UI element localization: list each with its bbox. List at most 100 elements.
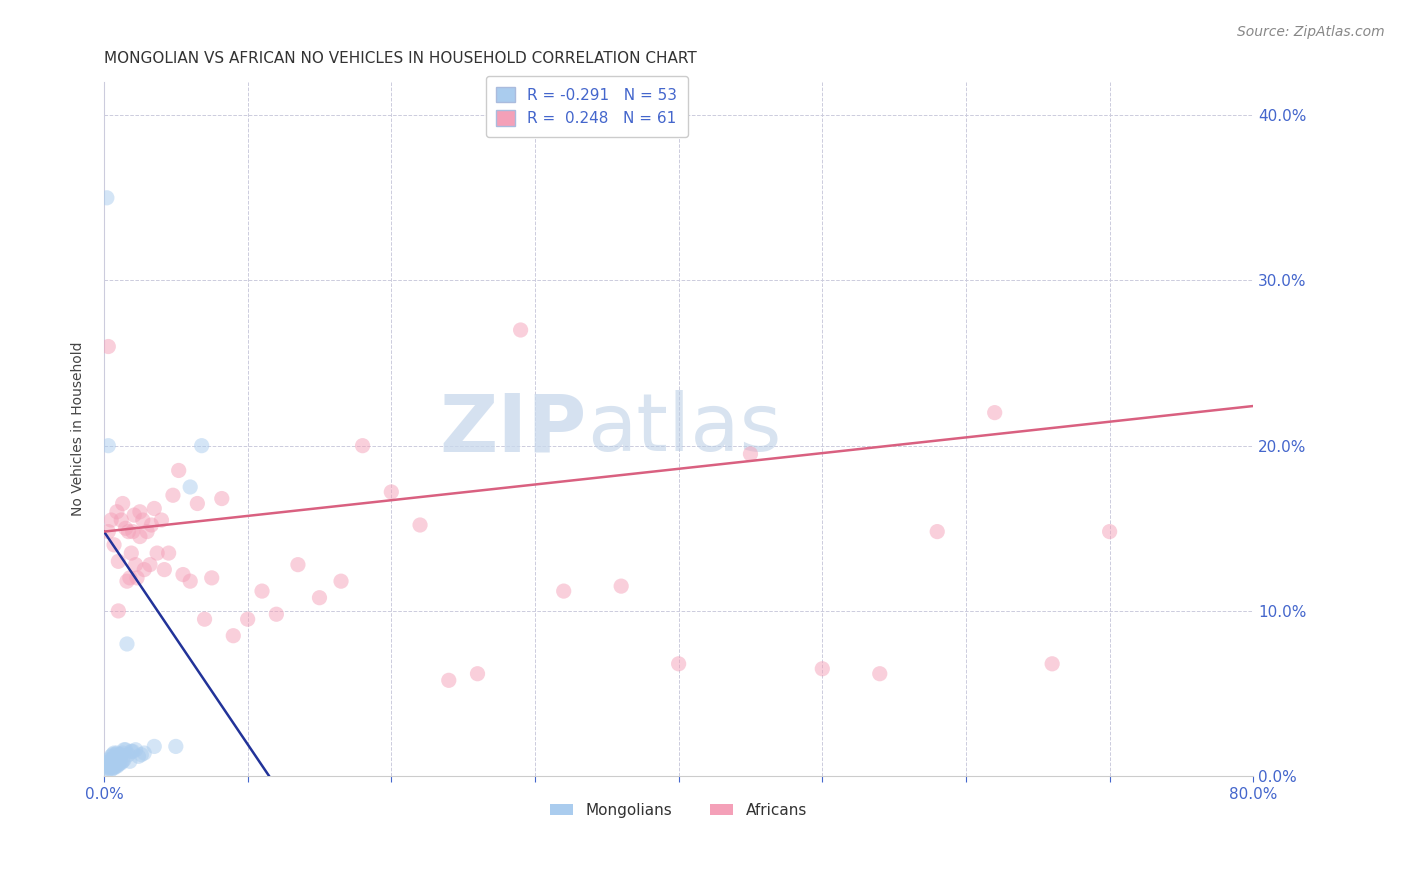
Point (97, 763, 120, 777)
Point (105, 746, 128, 760)
Point (179, 480, 201, 494)
Point (110, 747, 132, 762)
Text: Source: ZipAtlas.com: Source: ZipAtlas.com (1237, 25, 1385, 39)
Point (127, 749, 149, 764)
Point (167, 463, 190, 477)
Point (1040, 657, 1063, 671)
Point (105, 505, 128, 519)
Point (437, 673, 460, 688)
Point (266, 607, 288, 622)
Point (553, 584, 575, 599)
Y-axis label: No Vehicles in Household: No Vehicles in Household (72, 342, 86, 516)
Point (100, 757, 122, 772)
Text: ZIP: ZIP (440, 390, 586, 468)
Point (250, 584, 273, 599)
Point (111, 496, 134, 510)
Point (114, 743, 136, 757)
Point (107, 554, 129, 568)
Point (96, 756, 118, 770)
Point (111, 746, 134, 760)
Point (287, 558, 309, 572)
Point (115, 574, 138, 589)
Point (96, 191, 118, 205)
Point (141, 518, 163, 533)
Point (330, 574, 353, 589)
Point (104, 754, 127, 768)
Point (117, 524, 139, 539)
Point (811, 662, 834, 676)
Point (190, 439, 212, 453)
Point (101, 754, 124, 768)
Point (131, 747, 153, 762)
Point (101, 761, 124, 775)
Point (108, 756, 131, 770)
Point (129, 505, 152, 519)
Point (120, 744, 142, 758)
Point (236, 612, 259, 626)
Point (103, 756, 125, 770)
Point (107, 747, 129, 762)
Point (165, 739, 187, 754)
Point (112, 753, 135, 767)
Point (153, 563, 176, 577)
Point (100, 513, 122, 527)
Point (108, 749, 131, 764)
Point (110, 513, 132, 527)
Point (121, 744, 143, 758)
Point (129, 530, 152, 544)
Point (122, 508, 145, 522)
Point (193, 612, 215, 626)
Point (107, 757, 129, 772)
Point (740, 447, 762, 461)
Point (308, 591, 330, 605)
Point (352, 439, 374, 453)
Point (509, 323, 531, 337)
Point (467, 666, 489, 681)
Point (117, 747, 139, 762)
Point (927, 524, 949, 539)
Point (143, 501, 166, 516)
Point (120, 546, 142, 560)
Point (118, 571, 141, 585)
Point (983, 406, 1005, 420)
Point (1098, 524, 1121, 539)
Point (134, 746, 156, 760)
Point (111, 754, 134, 768)
Point (97, 339, 120, 353)
Point (110, 756, 132, 770)
Legend: Mongolians, Africans: Mongolians, Africans (544, 797, 813, 824)
Point (97, 753, 120, 767)
Point (124, 558, 146, 572)
Point (105, 759, 128, 773)
Point (97, 759, 120, 773)
Point (104, 747, 127, 762)
Point (100, 749, 122, 764)
Point (100, 753, 122, 767)
Point (146, 546, 169, 560)
Point (139, 558, 162, 572)
Point (409, 518, 432, 533)
Point (157, 546, 180, 560)
Point (103, 751, 125, 765)
Point (201, 571, 224, 585)
Point (610, 579, 633, 593)
Point (98, 754, 121, 768)
Point (107, 604, 129, 618)
Point (150, 513, 173, 527)
Text: atlas: atlas (586, 390, 782, 468)
Point (179, 574, 201, 589)
Point (107, 753, 129, 767)
Point (172, 567, 194, 582)
Point (211, 491, 233, 506)
Point (222, 629, 245, 643)
Point (103, 746, 125, 760)
Point (380, 485, 402, 500)
Point (97, 439, 120, 453)
Point (143, 739, 166, 754)
Point (98, 761, 121, 775)
Point (115, 637, 138, 651)
Point (668, 657, 690, 671)
Point (101, 747, 124, 762)
Point (112, 743, 135, 757)
Point (103, 761, 125, 775)
